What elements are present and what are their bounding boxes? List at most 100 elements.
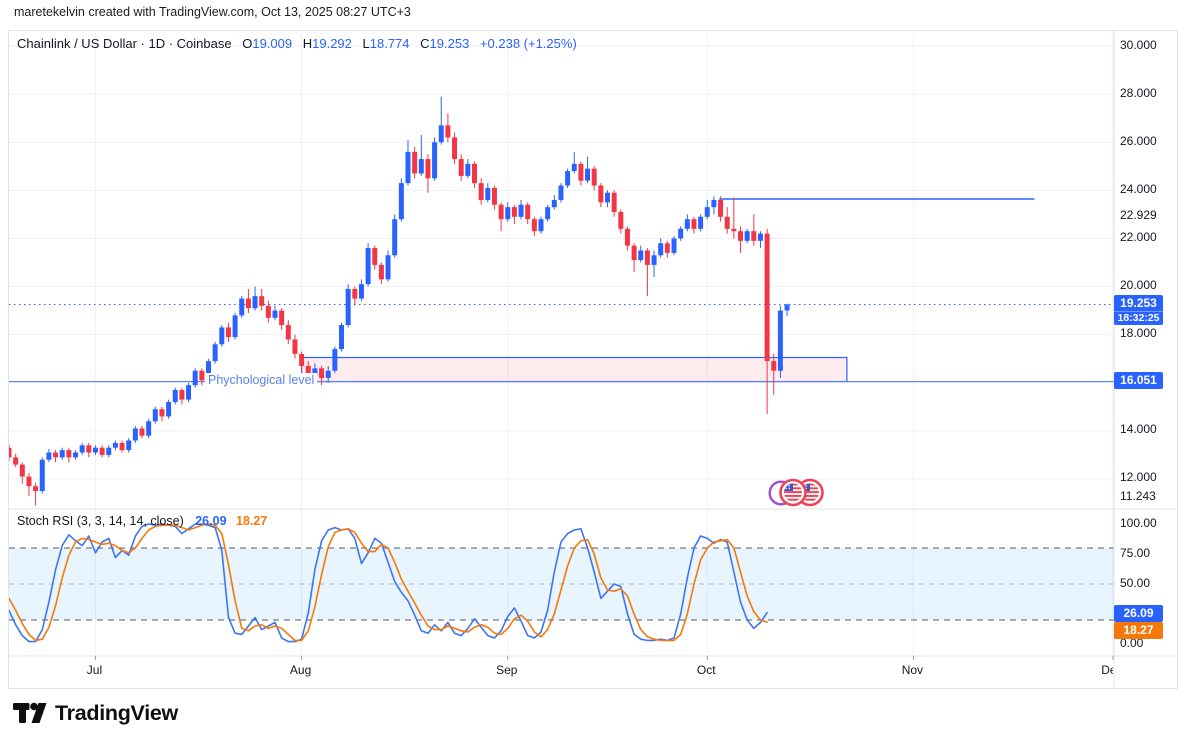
candle xyxy=(358,284,364,299)
price-axis-tick: 30.000 xyxy=(1120,37,1157,52)
candle xyxy=(225,327,231,338)
candle xyxy=(33,486,39,492)
candle xyxy=(698,216,704,229)
event-markers[interactable] xyxy=(768,477,828,509)
candle xyxy=(538,219,544,232)
candle xyxy=(319,368,325,378)
candle xyxy=(19,464,25,477)
ohlc-high-label: H xyxy=(302,36,313,51)
candle xyxy=(418,159,424,174)
price-axis-tick: 22.929 xyxy=(1120,207,1157,222)
price-axis-tick: 12.000 xyxy=(1120,470,1157,485)
candle xyxy=(757,233,763,241)
time-axis-label-jul: Jul xyxy=(86,663,103,677)
price-axis-tick: 26.000 xyxy=(1120,133,1157,148)
candle xyxy=(658,243,664,256)
bar-countdown: 18:32:25 xyxy=(1114,311,1163,325)
candle xyxy=(325,370,331,378)
candle xyxy=(99,447,105,455)
candle xyxy=(551,199,557,208)
stoch-d-value: 18.27 xyxy=(236,514,268,528)
attribution-text: maretekelvin created with TradingView.co… xyxy=(14,5,411,19)
candle xyxy=(591,168,597,186)
ohlc-high-value: 19.292 xyxy=(312,36,352,51)
candle xyxy=(738,231,743,241)
candle xyxy=(352,288,358,299)
candle xyxy=(259,296,265,306)
candle xyxy=(425,159,431,179)
candle xyxy=(392,219,398,256)
candle xyxy=(305,365,311,376)
stoch-k-value: 26.09 xyxy=(195,514,227,528)
stoch-axis-tick: 75.00 xyxy=(1120,545,1151,560)
candle xyxy=(465,163,471,176)
time-axis-label-dec: Dec xyxy=(1101,663,1113,677)
indicator-title: Stoch RSI (3, 3, 14, 14, close) xyxy=(17,514,184,528)
candle xyxy=(66,450,72,458)
psychological-level-label[interactable]: Phychological level xyxy=(205,372,318,387)
chart-canvas[interactable] xyxy=(9,31,1179,690)
candle xyxy=(252,296,258,309)
candle xyxy=(312,368,318,376)
candle xyxy=(438,125,444,143)
time-axis-label-sep: Sep xyxy=(496,663,518,677)
indicator-legend[interactable]: Stoch RSI (3, 3, 14, 14, close) 26.09 18… xyxy=(17,514,267,528)
candle xyxy=(445,125,451,138)
candle xyxy=(671,238,677,253)
candle xyxy=(219,327,225,345)
candle xyxy=(339,325,344,350)
candle xyxy=(432,142,438,179)
candle xyxy=(511,207,517,217)
chart-widget xyxy=(8,30,1179,690)
candle xyxy=(146,421,152,436)
candle xyxy=(478,183,484,200)
candle xyxy=(718,199,724,217)
candle xyxy=(119,442,125,451)
candle xyxy=(239,298,245,316)
candle xyxy=(631,245,637,261)
candle xyxy=(605,192,610,203)
current-price-badge: 19.253 18:32:25 xyxy=(1114,295,1163,326)
stoch-axis-tick: 50.00 xyxy=(1120,575,1151,590)
ohlc-low-label: L xyxy=(362,36,370,51)
candle xyxy=(724,216,730,229)
stoch-axis-tick: 100.00 xyxy=(1120,515,1157,530)
candle xyxy=(13,457,19,465)
change-value: +0.238 (+1.25%) xyxy=(479,36,577,51)
candle xyxy=(132,428,138,441)
candle xyxy=(611,192,617,212)
tradingview-logo[interactable]: TradingView xyxy=(13,699,178,727)
time-axis[interactable]: Jul Aug Sep Oct Nov Dec xyxy=(8,656,1113,688)
candle xyxy=(764,233,770,362)
candle xyxy=(112,442,118,448)
price-axis-tick: 18.000 xyxy=(1120,326,1157,341)
stoch-axis-tick: 0.00 xyxy=(1120,635,1144,650)
candle xyxy=(624,228,630,246)
candle xyxy=(644,250,650,265)
candle xyxy=(332,349,338,371)
candle xyxy=(126,440,132,451)
ohlc-close-label: C xyxy=(420,36,430,51)
candle xyxy=(505,207,511,220)
candle xyxy=(53,452,59,458)
candle xyxy=(299,353,305,366)
candle xyxy=(186,385,192,400)
candle xyxy=(518,204,524,217)
price-axis-tick: 22.000 xyxy=(1120,229,1157,244)
stoch-d-badge: 18.27 xyxy=(1114,622,1163,639)
symbol-legend[interactable]: Chainlink / US Dollar · 1D · Coinbase O1… xyxy=(17,36,577,51)
plot-area xyxy=(9,31,1114,656)
candle xyxy=(565,171,571,186)
candle xyxy=(651,255,657,265)
candle xyxy=(139,428,145,436)
candle xyxy=(206,361,211,381)
candle xyxy=(9,447,12,458)
candle xyxy=(292,339,298,354)
candle xyxy=(232,315,238,338)
candle xyxy=(678,228,684,239)
candle xyxy=(744,231,750,241)
stoch-d-line xyxy=(9,523,768,642)
candle xyxy=(585,168,591,181)
candle xyxy=(452,137,458,160)
candle xyxy=(545,207,551,220)
